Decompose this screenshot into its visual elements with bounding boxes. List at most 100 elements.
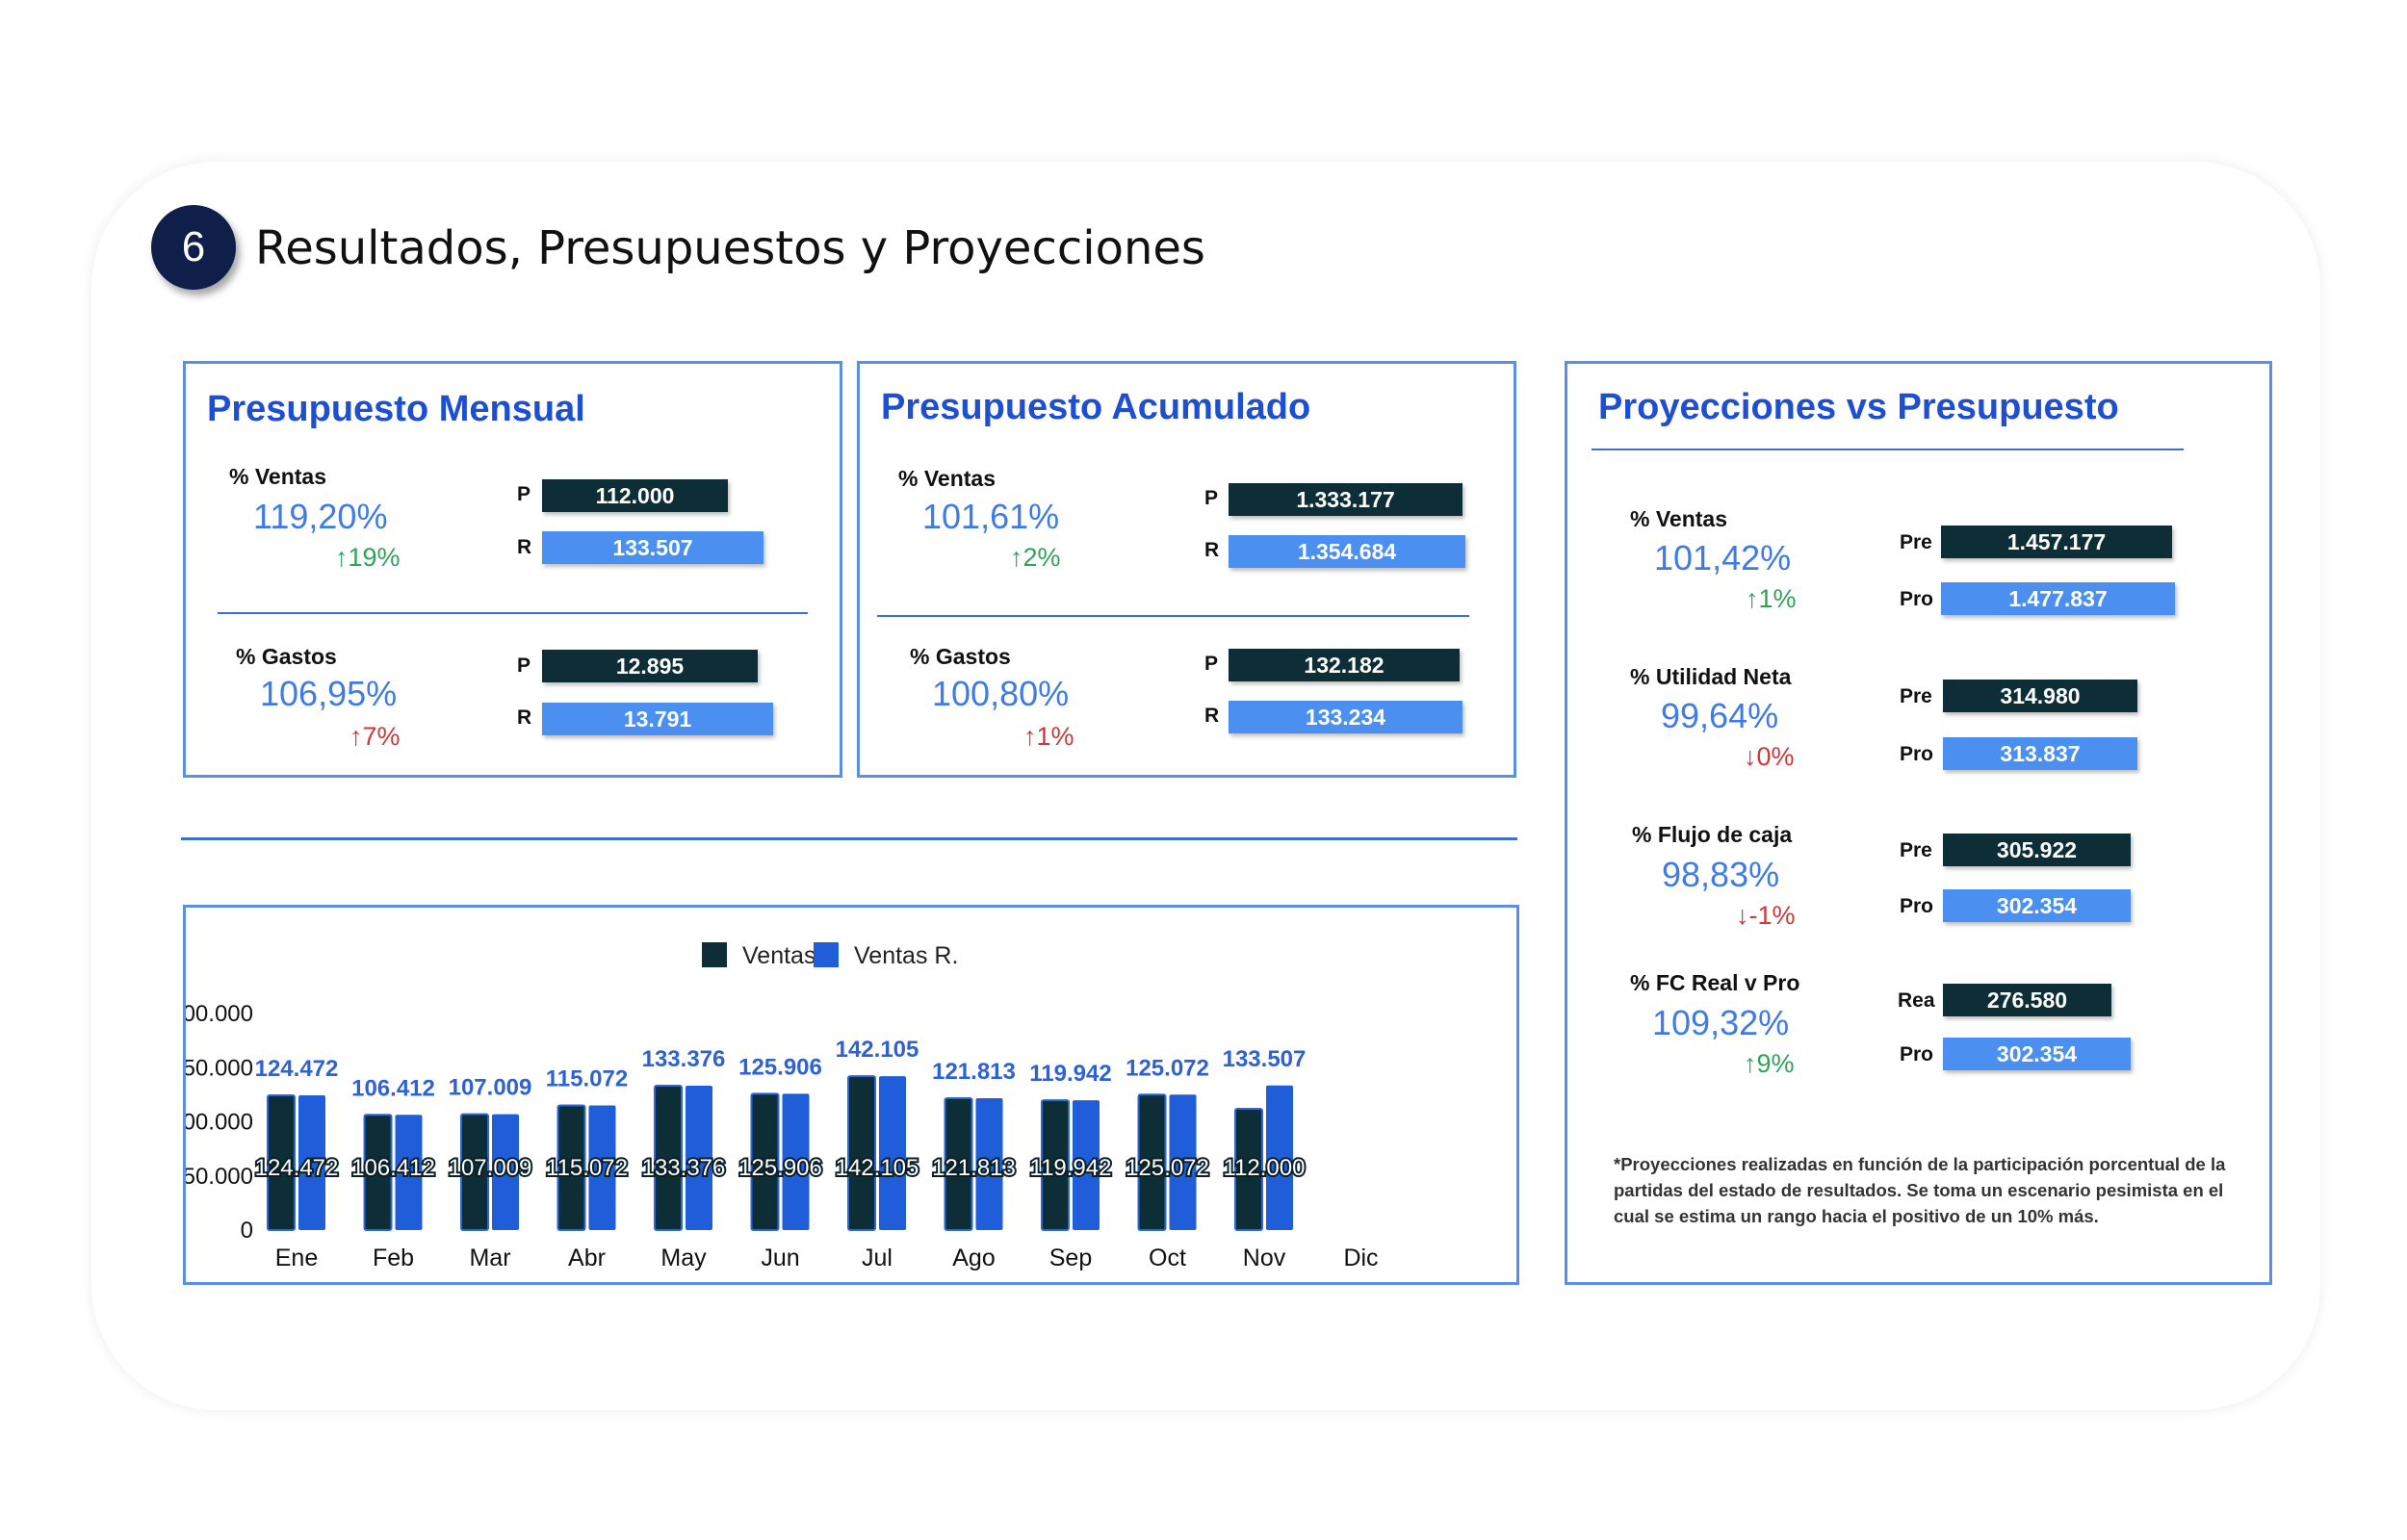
pro-bar: 302.354 [1943,889,2131,922]
rea-bar: 276.580 [1943,984,2111,1016]
item-label: % Utilidad Neta [1630,664,1792,689]
x-category-label: Nov [1243,1245,1286,1271]
pro-bar: 302.354 [1943,1038,2131,1070]
bar-ventas-r [492,1114,519,1230]
bar-ventas-p [1041,1099,1070,1231]
ventas-delta: ↑2% [1010,543,1061,572]
pro-bar: 313.837 [1943,737,2137,770]
item-label: % FC Real v Pro [1630,970,1800,995]
item-percentage: 98,83% [1662,855,1780,894]
bar-inner-label: 133.376 [642,1155,726,1181]
pro-tag: Pro [1900,588,1934,610]
p-tag: P [1204,487,1219,509]
arrow-up-icon: ↑ [1746,584,1759,613]
ventas-r-bar: 1.354.684 [1229,535,1465,568]
bar-inner-label: 106.412 [351,1155,435,1181]
pre-bar: 305.922 [1943,834,2131,866]
bar-ventas-r [298,1094,325,1230]
item-delta: ↑1% [1746,584,1797,613]
bar-inner-label: 119.942 [1030,1155,1112,1181]
bar-ventas-p [750,1092,780,1231]
pre-bar: 1.457.177 [1941,526,2172,558]
gastos-label: % Gastos [236,644,337,669]
page-title: Resultados, Presupuestos y Proyecciones [255,221,1205,275]
y-tick-label: 150.000 [186,1055,253,1081]
gastos-label: % Gastos [910,644,1011,669]
item-delta: ↓0% [1744,742,1795,771]
bar-inner-label: 124.472 [255,1155,339,1181]
panel-proyecciones: Proyecciones vs Presupuesto % Ventas 101… [1565,361,2272,1285]
pre-tag: Pre [1900,531,1932,553]
x-category-label: Oct [1149,1245,1186,1271]
x-category-label: Abr [568,1245,606,1271]
item-percentage: 109,32% [1652,1003,1790,1042]
pre-tag: Pre [1900,839,1932,861]
bar-inner-label: 125.072 [1126,1155,1209,1181]
legend-label: Ventas R. [854,942,958,969]
bar-ventas-r [588,1105,616,1230]
item-delta: ↓-1% [1736,901,1796,930]
x-category-label: Jun [761,1245,799,1271]
bar-inner-label: 115.072 [546,1155,628,1181]
bar-ventas-r [975,1097,1003,1230]
divider [218,612,808,614]
pro-tag: Pro [1900,895,1934,917]
bar-ventas-p [267,1093,296,1231]
pre-tag: Pre [1900,685,1932,707]
ventas-label: % Ventas [898,466,996,491]
bar-ventas-r [1266,1085,1293,1230]
pro-tag: Pro [1900,743,1934,765]
arrow-up-icon: ↑ [335,543,349,572]
panel-presupuesto-acumulado: Presupuesto Acumulado % Ventas 101,61% ↑… [857,361,1516,778]
legend-swatch [814,942,839,967]
gastos-delta: ↑1% [1023,722,1074,751]
bar-ventas-r [686,1085,712,1230]
arrow-up-icon: ↑ [1010,543,1023,572]
bar-top-label: 133.376 [642,1046,726,1072]
bar-top-label: 106.412 [351,1075,435,1101]
section-divider [181,837,1517,840]
footnote: *Proyecciones realizadas en función de l… [1614,1154,2226,1226]
bar-top-label: 125.906 [738,1054,822,1080]
arrow-up-icon: ↑ [349,722,363,751]
arrow-up-icon: ↑ [1744,1049,1757,1078]
rea-tag: Rea [1898,989,1935,1012]
bar-ventas-p [1234,1108,1263,1231]
bar-inner-label: 112.000 [1224,1155,1306,1181]
bar-inner-label: 125.906 [738,1155,822,1181]
gastos-delta: ↑7% [349,722,401,751]
pre-bar: 314.980 [1943,680,2137,712]
bar-ventas-p [654,1084,683,1231]
p-tag: P [517,483,531,505]
gastos-p-bar: 132.182 [1229,649,1460,681]
divider [877,615,1469,617]
ventas-p-bar: 112.000 [542,479,728,512]
y-tick-label: 0 [241,1218,253,1244]
section-number-badge: 6 [151,205,236,290]
x-category-label: Dic [1343,1245,1378,1271]
bar-top-label: 124.472 [255,1056,339,1082]
r-tag: R [1204,705,1220,727]
y-tick-label: 100.000 [186,1110,253,1136]
gastos-percentage: 106,95% [260,674,398,713]
r-tag: R [1204,539,1220,561]
bar-ventas-p [944,1096,973,1231]
bar-ventas-p [556,1104,586,1231]
bar-ventas-p [1137,1093,1167,1231]
panel-title: Proyecciones vs Presupuesto [1598,387,2119,427]
legend-swatch [702,942,727,967]
x-category-label: May [660,1245,707,1271]
p-tag: P [517,654,531,677]
bar-top-label: 107.009 [449,1075,532,1101]
gastos-r-bar: 133.234 [1229,701,1462,733]
ventas-r-bar: 133.507 [542,531,764,564]
p-tag: P [1204,653,1219,675]
arrow-up-icon: ↑ [1023,722,1037,751]
bar-top-label: 142.105 [836,1037,919,1063]
bar-inner-label: 142.105 [836,1155,919,1181]
panel-title: Presupuesto Acumulado [881,387,1311,427]
bar-ventas-r [782,1093,810,1230]
ventas-percentage: 101,61% [922,497,1060,536]
y-tick-label: 50.000 [186,1164,253,1190]
